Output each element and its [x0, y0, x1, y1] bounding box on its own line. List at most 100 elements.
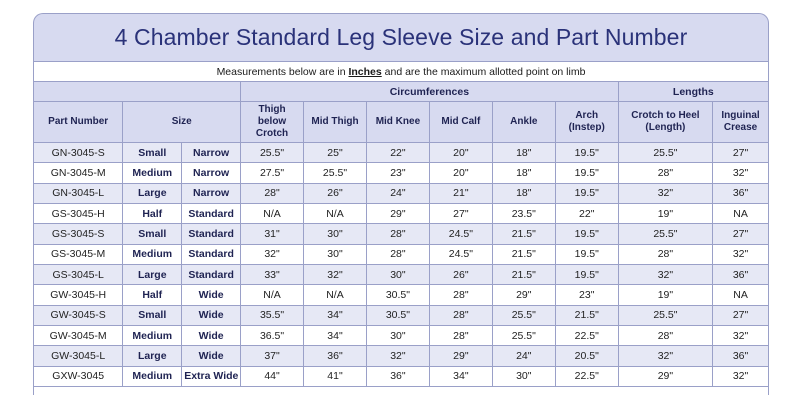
crotch-to-heel-cell: 19": [617, 284, 714, 306]
ankle-cell: 21.5": [491, 223, 556, 245]
part-number-cell: GW-3045-L: [32, 345, 124, 367]
thigh-below-crotch-cell: N/A: [240, 284, 305, 306]
mid-knee-cell: 22": [365, 141, 430, 164]
ankle-cell: 24": [491, 345, 556, 367]
crotch-to-heel-cell: 28": [617, 162, 714, 184]
size-cell: Medium: [122, 325, 183, 347]
thigh-below-crotch-cell: 32": [240, 243, 305, 266]
table-row: GW-3045-L Large Wide 37" 36" 32" 29" 24" 20.5" 32…: [32, 345, 769, 367]
inguinal-crease-cell: 36": [712, 264, 769, 286]
part-number-cell: GN-3045-M: [32, 162, 124, 184]
mid-calf-cell: 26": [428, 264, 493, 286]
mid-calf-cell: 20": [428, 141, 493, 164]
size-cell: Large: [122, 182, 183, 205]
arch-cell: 19.5": [554, 182, 619, 205]
mid-knee-cell: 30": [365, 264, 430, 286]
mid-calf-cell: 28": [428, 284, 493, 306]
crotch-to-heel-cell: 28": [617, 243, 714, 266]
part-number-cell: GXW-3045: [32, 365, 124, 388]
thigh-below-crotch-cell: 31": [240, 223, 305, 245]
table-row: GN-3045-S Small Narrow 25.5" 25" 22" 20" 18" 19.…: [32, 141, 769, 164]
mid-knee-cell: 29": [365, 203, 430, 225]
mid-thigh-cell: 30": [303, 223, 367, 245]
col-header-ankle: Ankle: [491, 101, 556, 143]
crotch-to-heel-cell: 25.5": [617, 223, 714, 245]
crotch-to-heel-cell: 19": [617, 203, 714, 225]
mid-calf-cell: 24.5": [428, 223, 493, 245]
thigh-below-crotch-cell: N/A: [240, 203, 305, 225]
col-header-crotch-to-heel: Crotch to Heel (Length): [617, 101, 714, 143]
inguinal-crease-cell: 27": [712, 141, 769, 164]
measurement-note: Measurements below are in Inches and are…: [33, 61, 769, 82]
mid-knee-cell: 23": [365, 162, 430, 184]
arch-cell: 23": [554, 284, 619, 306]
col-header-part-number: Part Number: [32, 101, 124, 143]
mid-calf-cell: 24.5": [428, 243, 493, 266]
size-cell: Half: [122, 284, 183, 306]
part-number-cell: GS-3045-S: [32, 223, 124, 245]
spacer-cell: [33, 386, 769, 396]
mid-calf-cell: 21": [428, 182, 493, 205]
inguinal-crease-cell: 27": [712, 304, 769, 327]
mid-knee-cell: 28": [365, 243, 430, 266]
table-row: GS-3045-M Medium Standard 32" 30" 28" 24.5" 21.…: [32, 243, 769, 266]
mid-calf-cell: 34": [428, 365, 493, 388]
col-header-mid-thigh: Mid Thigh: [303, 101, 367, 143]
mid-thigh-cell: 25": [303, 141, 367, 164]
page-title: 4 Chamber Standard Leg Sleeve Size and P…: [114, 24, 688, 50]
arch-cell: 19.5": [554, 162, 619, 184]
mid-thigh-cell: 34": [303, 325, 367, 347]
mid-knee-cell: 28": [365, 223, 430, 245]
col-header-inguinal-crease: Inguinal Crease: [712, 101, 769, 143]
part-number-cell: GW-3045-M: [32, 325, 124, 347]
arch-cell: 19.5": [554, 264, 619, 286]
part-number-cell: GN-3045-L: [32, 182, 124, 205]
thigh-below-crotch-cell: 44": [240, 365, 305, 388]
part-number-cell: GS-3045-M: [32, 243, 124, 266]
size-cell: Medium: [122, 162, 183, 184]
table-row: GW-3045-M Medium Wide 36.5" 34" 30" 28" 25.5" 22…: [32, 325, 769, 347]
ankle-cell: 30": [491, 365, 556, 388]
size-cell: Small: [122, 223, 183, 245]
width-cell: Standard: [181, 264, 242, 286]
mid-calf-cell: 29": [428, 345, 493, 367]
size-cell: Half: [122, 203, 183, 225]
inguinal-crease-cell: NA: [712, 284, 769, 306]
thigh-below-crotch-cell: 25.5": [240, 141, 305, 164]
inguinal-crease-cell: 36": [712, 182, 769, 205]
mid-thigh-cell: 25.5": [303, 162, 367, 184]
table-row: GS-3045-S Small Standard 31" 30" 28" 24.5" 21.5…: [32, 223, 769, 245]
ankle-cell: 21.5": [491, 243, 556, 266]
table-row: GW-3045-S Small Wide 35.5" 34" 30.5" 28" 25.5" 2…: [32, 304, 769, 327]
inguinal-crease-cell: 32": [712, 243, 769, 266]
arch-cell: 19.5": [554, 141, 619, 164]
inguinal-crease-cell: 36": [712, 345, 769, 367]
thigh-below-crotch-cell: 36.5": [240, 325, 305, 347]
width-cell: Wide: [181, 304, 242, 327]
width-cell: Wide: [181, 345, 242, 367]
size-cell: Small: [122, 141, 183, 164]
inches-emphasis: Inches: [348, 65, 382, 78]
table-bottom-spacer: [33, 386, 769, 396]
table-row: GXW-3045 Medium Extra Wide 44" 41" 36" 34" 30" 2…: [32, 365, 769, 388]
width-cell: Wide: [181, 325, 242, 347]
size-cell: Large: [122, 345, 183, 367]
width-cell: Narrow: [181, 162, 242, 184]
col-header-mid-calf: Mid Calf: [428, 101, 493, 143]
arch-cell: 19.5": [554, 243, 619, 266]
part-number-cell: GW-3045-S: [32, 304, 124, 327]
thigh-below-crotch-cell: 33": [240, 264, 305, 286]
mid-thigh-cell: 26": [303, 182, 367, 205]
ankle-cell: 29": [491, 284, 556, 306]
title-banner: 4 Chamber Standard Leg Sleeve Size and P…: [33, 13, 769, 61]
mid-knee-cell: 24": [365, 182, 430, 205]
size-cell: Large: [122, 264, 183, 286]
mid-thigh-cell: N/A: [303, 284, 367, 306]
thigh-below-crotch-cell: 35.5": [240, 304, 305, 327]
ankle-cell: 18": [491, 162, 556, 184]
thigh-below-crotch-cell: 37": [240, 345, 305, 367]
group-header-circumferences: Circumferences: [240, 81, 619, 102]
width-cell: Extra Wide: [181, 365, 242, 388]
width-cell: Standard: [181, 203, 242, 225]
size-table: Measurements below are in Inches and are…: [32, 61, 770, 396]
